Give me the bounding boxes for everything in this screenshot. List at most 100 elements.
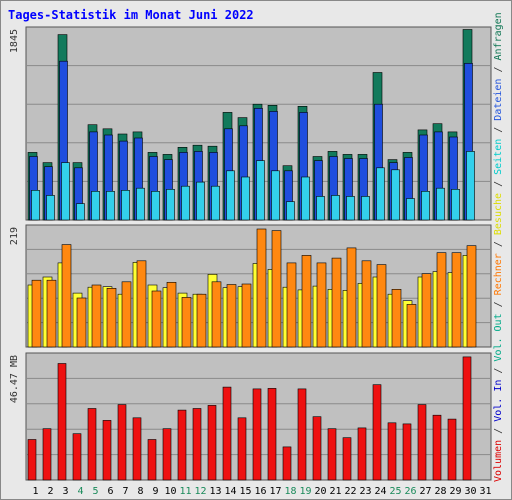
chart-title: Tages-Statistik im Monat Juni 2022 xyxy=(8,8,254,22)
y-max-label-middle: 219 xyxy=(9,227,20,245)
bar-rechner-day-26 xyxy=(406,304,417,348)
bar-volumen-day-15 xyxy=(237,417,247,481)
x-tick-28: 28 xyxy=(434,486,446,497)
legend-part-0: Volumen xyxy=(493,440,504,482)
bar-volumen-day-25 xyxy=(387,422,397,481)
bar-rechner-day-21 xyxy=(331,257,342,348)
bar-seiten-day-12 xyxy=(196,181,205,221)
bar-rechner-day-3 xyxy=(61,244,72,348)
bar-volumen-day-20 xyxy=(312,416,322,481)
bar-seiten-day-29 xyxy=(451,189,460,221)
bar-seiten-day-19 xyxy=(301,176,310,221)
bar-volumen-day-21 xyxy=(327,428,337,481)
bar-rechner-day-4 xyxy=(76,297,87,348)
x-tick-26: 26 xyxy=(404,486,416,497)
bar-seiten-day-3 xyxy=(61,162,70,221)
bar-seiten-day-17 xyxy=(271,170,280,221)
legend-part-4: Vol. Out xyxy=(493,313,504,361)
bar-volumen-day-28 xyxy=(432,414,442,481)
bar-rechner-day-18 xyxy=(286,262,297,348)
bar-rechner-day-23 xyxy=(361,260,372,348)
bar-seiten-day-5 xyxy=(91,191,100,221)
legend-part-8: Besuche xyxy=(493,193,504,235)
x-tick-4: 4 xyxy=(77,486,83,497)
legend-part-10: Seiten xyxy=(493,139,504,175)
legend-part-1: / xyxy=(493,422,504,440)
bar-rechner-day-7 xyxy=(121,281,132,348)
bar-seiten-day-9 xyxy=(151,191,160,221)
x-tick-25: 25 xyxy=(389,486,401,497)
bar-volumen-day-18 xyxy=(282,446,292,481)
x-tick-1: 1 xyxy=(32,486,38,497)
bar-seiten-day-7 xyxy=(121,190,130,221)
bar-volumen-day-13 xyxy=(207,405,217,481)
x-tick-30: 30 xyxy=(464,486,476,497)
y-max-label-top: 1845 xyxy=(9,29,20,53)
legend-part-9: / xyxy=(493,175,504,193)
legend-part-6: Rechner xyxy=(493,253,504,295)
bar-rechner-day-22 xyxy=(346,247,357,348)
x-tick-27: 27 xyxy=(419,486,431,497)
bar-volumen-day-22 xyxy=(342,437,352,481)
x-tick-18: 18 xyxy=(284,486,296,497)
bar-seiten-day-4 xyxy=(76,203,85,221)
bar-rechner-day-12 xyxy=(196,293,207,348)
bar-seiten-day-26 xyxy=(406,198,415,221)
x-tick-23: 23 xyxy=(359,486,371,497)
legend-part-7: / xyxy=(493,235,504,253)
bar-seiten-day-30 xyxy=(466,151,475,221)
bar-volumen-day-29 xyxy=(447,418,457,481)
legend-part-2: Vol. In xyxy=(493,380,504,422)
bar-volumen-day-5 xyxy=(87,408,97,481)
bar-volumen-day-1 xyxy=(27,439,37,481)
x-tick-8: 8 xyxy=(137,486,143,497)
bar-volumen-day-30 xyxy=(462,356,472,481)
bar-seiten-day-14 xyxy=(226,170,235,221)
bar-volumen-day-14 xyxy=(222,386,232,481)
x-tick-24: 24 xyxy=(374,486,386,497)
x-tick-16: 16 xyxy=(254,486,266,497)
bar-rechner-day-17 xyxy=(271,230,282,348)
legend: Volumen / Vol. In / Vol. Out / Rechner /… xyxy=(493,12,504,482)
bar-rechner-day-16 xyxy=(256,228,267,348)
x-tick-20: 20 xyxy=(314,486,326,497)
bar-rechner-day-19 xyxy=(301,255,312,348)
bar-rechner-day-29 xyxy=(451,252,462,348)
x-tick-7: 7 xyxy=(122,486,128,497)
x-tick-21: 21 xyxy=(329,486,341,497)
bar-rechner-day-30 xyxy=(466,245,477,348)
bar-volumen-day-27 xyxy=(417,404,427,481)
bar-seiten-day-6 xyxy=(106,191,115,221)
bar-rechner-day-10 xyxy=(166,281,177,348)
bar-seiten-day-20 xyxy=(316,196,325,221)
legend-part-13: / xyxy=(493,60,504,78)
bar-seiten-day-15 xyxy=(241,176,250,221)
bar-volumen-day-8 xyxy=(132,417,142,481)
bar-volumen-day-2 xyxy=(42,428,52,481)
x-tick-2: 2 xyxy=(47,486,53,497)
x-axis-labels: 1 2 3 4 5 6 7 8 9 10 11 12 13 14 15 16 17 18 19 20 21 22 23 24 2… xyxy=(32,486,491,497)
bar-volumen-day-17 xyxy=(267,388,277,481)
x-tick-14: 14 xyxy=(224,486,236,497)
x-tick-11: 11 xyxy=(179,486,191,497)
bar-volumen-day-6 xyxy=(102,420,112,481)
x-tick-13: 13 xyxy=(209,486,221,497)
bar-rechner-day-9 xyxy=(151,290,162,348)
bar-rechner-day-6 xyxy=(106,287,117,348)
bar-rechner-day-5 xyxy=(91,284,102,348)
bar-volumen-day-9 xyxy=(147,439,157,481)
bar-rechner-day-15 xyxy=(241,283,252,348)
bar-rechner-day-11 xyxy=(181,297,192,348)
legend-part-3: / xyxy=(493,362,504,380)
bar-volumen-day-19 xyxy=(297,388,307,481)
legend-part-5: / xyxy=(493,295,504,313)
x-tick-17: 17 xyxy=(269,486,281,497)
bar-seiten-day-27 xyxy=(421,191,430,221)
y-axis-labels: 1845 219 46.47 MB xyxy=(9,29,20,403)
bar-seiten-day-13 xyxy=(211,185,220,221)
bar-seiten-day-22 xyxy=(346,196,355,221)
bar-volumen-day-7 xyxy=(117,404,127,481)
x-tick-12: 12 xyxy=(194,486,206,497)
legend-part-12: Dateien xyxy=(493,79,504,121)
